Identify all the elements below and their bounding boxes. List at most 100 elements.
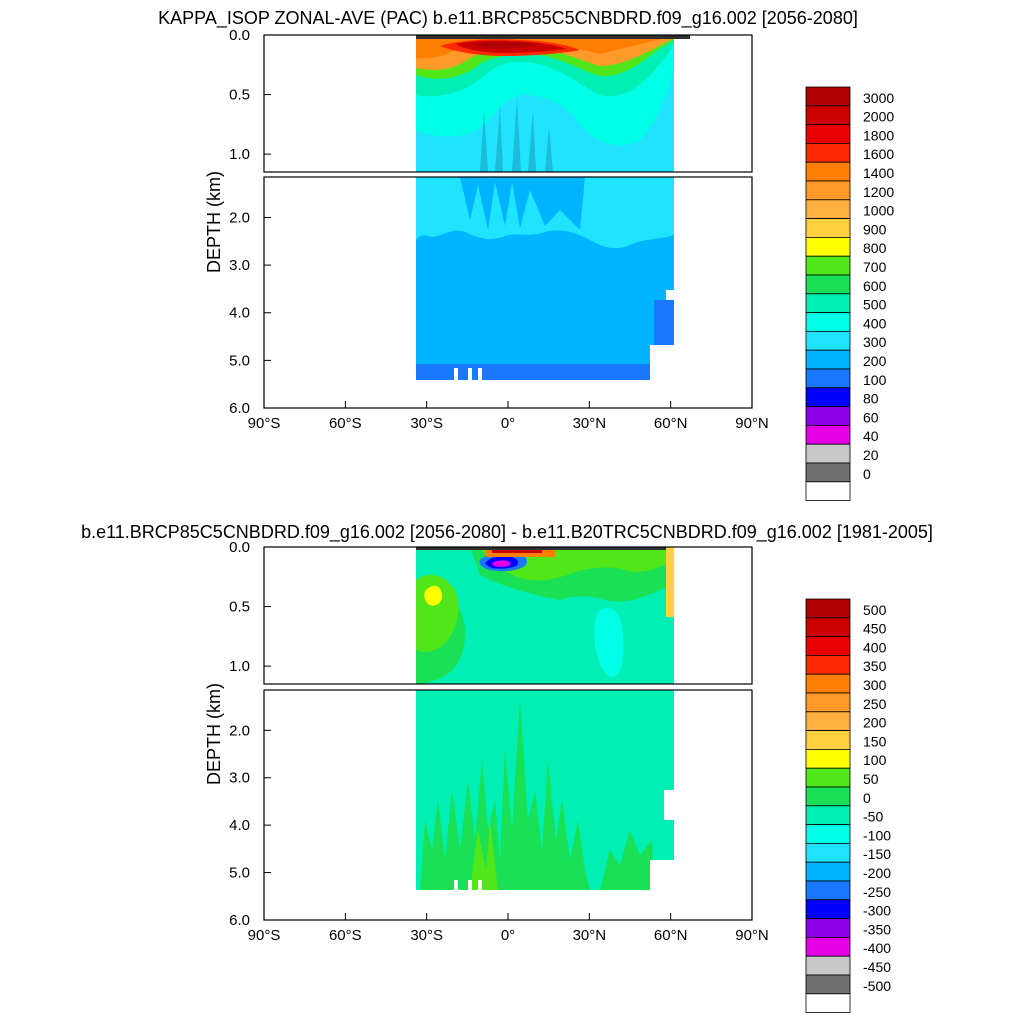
chart-1: KAPPA_ISOP ZONAL-AVE (PAC) b.e11.BRCP85C…	[158, 8, 894, 501]
colorbar-swatch	[805, 937, 851, 957]
colorbar-swatch	[805, 462, 851, 483]
colorbar-label: 80	[863, 391, 879, 407]
colorbar-label: 50	[863, 771, 879, 787]
chart-2: b.e11.BRCP85C5CNBDRD.f09_g16.002 [2056-2…	[81, 522, 933, 1013]
colorbar-label: 60	[863, 409, 879, 425]
y-tick-label: 3.0	[229, 257, 250, 274]
colorbar-swatch	[805, 767, 851, 788]
colorbar-label: 200	[863, 353, 887, 369]
colorbar-label: 500	[863, 297, 887, 313]
y-tick-label: 0.0	[229, 27, 250, 44]
colorbar-swatch	[805, 236, 851, 257]
x-tick-label: 60°N	[654, 927, 688, 944]
colorbar-label: 100	[863, 752, 887, 768]
chart-2-upper-field	[416, 547, 674, 684]
chart-1-upper-field	[416, 35, 690, 172]
chart-1-colorbar: 3000200018001600140012001000900800700600…	[805, 86, 894, 501]
colorbar-label: 900	[863, 221, 887, 237]
chart-1-x-axis: 90°S 60°S 30°S 0° 30°N 60°N 90°N	[248, 401, 769, 432]
colorbar-swatch	[805, 443, 851, 464]
chart-1-title: KAPPA_ISOP ZONAL-AVE (PAC) b.e11.BRCP85C…	[158, 8, 858, 29]
colorbar-label: 20	[863, 447, 879, 463]
colorbar-swatch	[805, 124, 851, 144]
colorbar-label: -150	[863, 846, 891, 862]
colorbar-label: -250	[863, 884, 891, 900]
colorbar-label: 200	[863, 715, 887, 731]
colorbar-swatch	[805, 598, 851, 619]
colorbar-label: 2000	[863, 109, 894, 125]
colorbar-swatch	[805, 805, 851, 825]
colorbar-swatch	[805, 481, 851, 501]
colorbar-swatch	[805, 749, 851, 769]
colorbar-swatch	[805, 199, 851, 220]
colorbar-swatch	[805, 955, 851, 976]
colorbar-label: 700	[863, 259, 887, 275]
x-tick-label: 30°N	[573, 415, 607, 432]
colorbar-swatch	[805, 918, 851, 938]
colorbar-label: -400	[863, 940, 891, 956]
chart-2-title: b.e11.BRCP85C5CNBDRD.f09_g16.002 [2056-2…	[81, 522, 933, 543]
colorbar-swatch	[805, 692, 851, 713]
x-tick-label: 30°N	[573, 927, 607, 944]
chart-2-x-axis: 90°S 60°S 30°S 0° 30°N 60°N 90°N	[248, 913, 769, 944]
colorbar-swatch	[805, 655, 851, 675]
y-tick-label: 2.0	[229, 209, 250, 226]
x-tick-label: 0°	[501, 415, 515, 432]
y-tick-label: 3.0	[229, 770, 250, 787]
x-tick-label: 90°N	[735, 927, 769, 944]
chart-1-ylabel: DEPTH (km)	[204, 171, 224, 273]
x-tick-label: 60°S	[329, 415, 362, 432]
y-tick-label: 0.5	[229, 87, 250, 104]
colorbar-label: 250	[863, 696, 887, 712]
colorbar-swatch	[805, 255, 851, 276]
chart-1-y-axis: 0.0 0.5 1.0 2.0 3.0 4.0 5.0 6.0	[229, 27, 271, 417]
y-tick-label: 5.0	[229, 352, 250, 369]
colorbar-label: 40	[863, 428, 879, 444]
colorbar-label: 800	[863, 240, 887, 256]
x-tick-label: 60°S	[329, 927, 362, 944]
chart-2-colorbar: 500450400350300250200150100500-50-100-15…	[805, 598, 891, 1013]
colorbar-label: -200	[863, 865, 891, 881]
colorbar-label: 500	[863, 602, 887, 618]
colorbar-swatch	[805, 711, 851, 731]
colorbar-label: -50	[863, 809, 883, 825]
colorbar-label: -500	[863, 978, 891, 994]
colorbar-swatch	[805, 368, 851, 389]
colorbar-label: 300	[863, 334, 887, 350]
colorbar-swatch	[805, 330, 851, 351]
chart-2-y-axis: 0.0 0.5 1.0 2.0 3.0 4.0 5.0 6.0	[229, 539, 271, 929]
chart-2-lower-field	[416, 690, 674, 920]
y-tick-label: 1.0	[229, 146, 250, 163]
colorbar-label: 1400	[863, 165, 894, 181]
colorbar-label: 150	[863, 733, 887, 749]
chart-1-lower-field	[416, 177, 674, 408]
colorbar-label: -450	[863, 959, 891, 975]
colorbar-swatch	[805, 880, 851, 901]
y-tick-label: 1.0	[229, 658, 250, 675]
colorbar-label: 300	[863, 677, 887, 693]
x-tick-label: 90°N	[735, 415, 769, 432]
chart-2-upper-frame	[263, 546, 753, 685]
colorbar-swatch	[805, 730, 851, 750]
colorbar-label: 400	[863, 315, 887, 331]
colorbar-swatch	[805, 824, 851, 844]
chart-1-upper-frame	[263, 34, 753, 173]
colorbar-swatch	[805, 993, 851, 1013]
colorbar-swatch	[805, 180, 851, 201]
colorbar-label: 400	[863, 639, 887, 655]
x-tick-label: 0°	[501, 927, 515, 944]
colorbar-label: -350	[863, 921, 891, 937]
colorbar-swatch	[805, 293, 851, 313]
x-tick-label: 60°N	[654, 415, 688, 432]
y-tick-label: 5.0	[229, 865, 250, 882]
colorbar-swatch	[805, 349, 851, 370]
y-tick-label: 6.0	[229, 912, 250, 929]
colorbar-label: -100	[863, 827, 891, 843]
colorbar-swatch	[805, 274, 851, 295]
colorbar-label: -300	[863, 903, 891, 919]
colorbar-swatch	[805, 673, 851, 694]
colorbar-swatch	[805, 899, 851, 919]
x-tick-label: 30°S	[410, 927, 443, 944]
colorbar-label: 100	[863, 372, 887, 388]
